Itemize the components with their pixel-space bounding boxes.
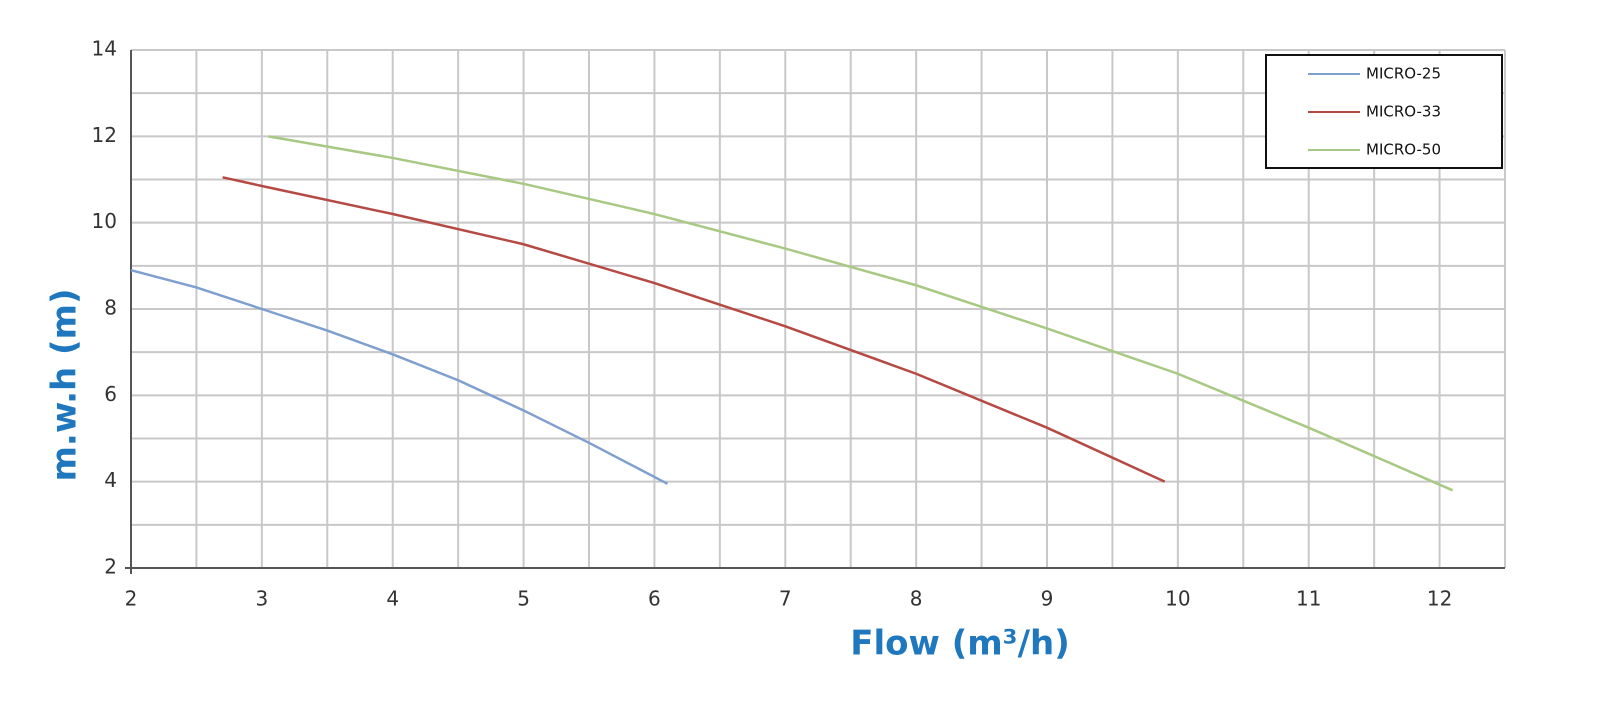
x-axis-title: Flow (m³/h) (850, 624, 1070, 664)
x-tick-label: 10 (1165, 587, 1190, 611)
legend-label: MICRO-25 (1366, 65, 1441, 83)
legend-label: MICRO-33 (1366, 103, 1441, 121)
y-tick-label: 14 (92, 37, 117, 61)
x-tick-label: 11 (1296, 587, 1321, 611)
legend-box (1265, 54, 1503, 169)
y-tick-label: 12 (92, 123, 117, 147)
x-tick-label: 7 (779, 587, 792, 611)
series-line (268, 135, 1454, 492)
y-tick-label: 2 (104, 555, 117, 579)
x-tick-label: 3 (255, 587, 268, 611)
y-tick-label: 6 (104, 382, 117, 406)
x-tick-label: 12 (1427, 587, 1452, 611)
x-tick-label: 8 (910, 587, 923, 611)
x-tick-label: 6 (648, 587, 661, 611)
series-line (130, 268, 669, 485)
x-tick-label: 2 (125, 587, 138, 611)
y-tick-label: 10 (92, 209, 117, 233)
x-tick-label: 9 (1041, 587, 1054, 611)
y-axis-title: m.w.h (m) (45, 288, 85, 481)
series-line (222, 176, 1166, 483)
y-tick-label: 4 (104, 468, 117, 492)
x-tick-label: 4 (386, 587, 399, 611)
y-tick-label: 8 (104, 296, 117, 320)
x-tick-label: 5 (517, 587, 530, 611)
legend-label: MICRO-50 (1366, 141, 1441, 159)
